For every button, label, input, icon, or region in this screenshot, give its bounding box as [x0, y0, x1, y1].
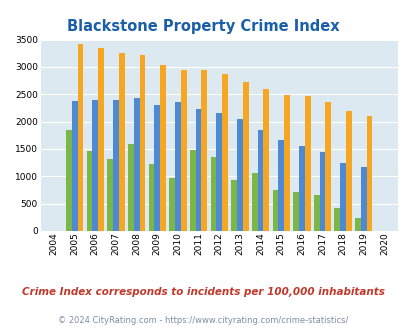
Bar	[263, 89, 269, 231]
Bar	[195, 109, 201, 231]
Bar	[216, 114, 222, 231]
Bar	[128, 144, 133, 231]
Bar	[284, 95, 289, 231]
Bar	[77, 44, 83, 231]
Text: © 2024 CityRating.com - https://www.cityrating.com/crime-statistics/: © 2024 CityRating.com - https://www.city…	[58, 315, 347, 325]
Bar	[160, 65, 166, 231]
Bar	[272, 190, 277, 231]
Bar	[154, 105, 160, 231]
Text: Blackstone Property Crime Index: Blackstone Property Crime Index	[66, 19, 339, 34]
Bar	[237, 119, 242, 231]
Bar	[175, 103, 180, 231]
Bar	[257, 130, 263, 231]
Bar	[251, 173, 257, 231]
Bar	[345, 111, 351, 231]
Bar	[334, 208, 339, 231]
Bar	[98, 49, 104, 231]
Text: Crime Index corresponds to incidents per 100,000 inhabitants: Crime Index corresponds to incidents per…	[21, 287, 384, 297]
Bar	[201, 70, 207, 231]
Bar	[169, 178, 175, 231]
Bar	[354, 218, 360, 231]
Bar	[148, 164, 154, 231]
Bar	[313, 195, 319, 231]
Bar	[86, 150, 92, 231]
Bar	[277, 140, 284, 231]
Bar	[304, 96, 310, 231]
Bar	[242, 82, 248, 231]
Bar	[190, 149, 195, 231]
Bar	[292, 192, 298, 231]
Bar	[319, 152, 324, 231]
Bar	[113, 100, 119, 231]
Bar	[298, 146, 304, 231]
Bar	[133, 98, 139, 231]
Bar	[92, 100, 98, 231]
Bar	[360, 167, 366, 231]
Bar	[72, 101, 77, 231]
Bar	[66, 130, 72, 231]
Bar	[222, 74, 227, 231]
Bar	[107, 159, 113, 231]
Bar	[139, 55, 145, 231]
Bar	[210, 157, 216, 231]
Bar	[231, 180, 237, 231]
Bar	[339, 163, 345, 231]
Bar	[366, 115, 371, 231]
Bar	[180, 70, 186, 231]
Bar	[324, 102, 330, 231]
Bar	[119, 53, 124, 231]
